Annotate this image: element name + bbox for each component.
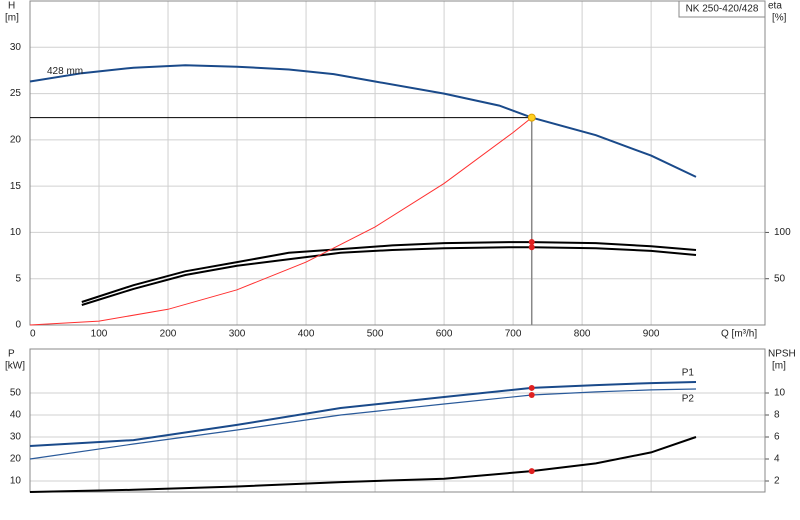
y2-tick-label: 2 — [774, 476, 780, 487]
y2-tick-label: 8 — [774, 410, 780, 421]
series-label: P1 — [682, 368, 695, 379]
x-tick-label: 100 — [91, 329, 108, 340]
series-line — [81, 241, 697, 303]
y-tick-label: 10 — [10, 476, 22, 487]
y-tick-label: 30 — [10, 42, 22, 53]
y-tick-label: 20 — [10, 134, 22, 145]
y-tick-label: 5 — [15, 273, 21, 284]
y-tick-label: 30 — [10, 432, 22, 443]
y2-axis-unit: [m] — [772, 361, 786, 372]
x-tick-label: 700 — [505, 329, 522, 340]
point-marker — [528, 391, 535, 398]
x-tick-label: 600 — [436, 329, 453, 340]
x-tick-label: 400 — [298, 329, 315, 340]
series-label: 428 mm — [47, 66, 83, 77]
x-tick-label: 900 — [643, 329, 660, 340]
x-axis-label: Q [m³/h] — [721, 329, 757, 340]
y-tick-label: 50 — [10, 388, 22, 399]
point-marker — [528, 239, 535, 246]
series-line — [81, 246, 697, 306]
y2-tick-label: 100 — [774, 227, 791, 238]
x-tick-label: 800 — [574, 329, 591, 340]
y-axis-unit: [m] — [5, 13, 19, 24]
y2-tick-label: 4 — [774, 454, 780, 465]
series-line — [29, 388, 697, 460]
chart-title: NK 250-420/428 — [686, 4, 759, 15]
y-tick-label: 0 — [15, 320, 21, 331]
series-line — [29, 64, 697, 178]
y2-tick-label: 50 — [774, 273, 786, 284]
y-axis-label: P — [8, 349, 15, 360]
plot-frame — [29, 0, 766, 326]
point-marker — [528, 468, 535, 475]
point-marker — [528, 384, 535, 391]
plot-frame — [29, 348, 766, 493]
y2-tick-label: 6 — [774, 432, 780, 443]
series-label: P2 — [682, 394, 695, 405]
y-tick-label: 40 — [10, 410, 22, 421]
x-tick-label: 300 — [229, 329, 246, 340]
series-line — [29, 436, 697, 493]
y-tick-label: 25 — [10, 88, 22, 99]
x-tick-label: 0 — [30, 329, 36, 340]
point-marker — [528, 244, 535, 251]
y2-axis-label: eta — [768, 1, 782, 12]
y-tick-label: 15 — [10, 181, 22, 192]
y-tick-label: 10 — [10, 227, 22, 238]
y2-axis-label: NPSH — [768, 349, 796, 360]
title-box — [678, 0, 766, 18]
y-tick-label: 20 — [10, 454, 22, 465]
y-axis-label: H — [8, 1, 15, 12]
x-tick-label: 200 — [160, 329, 177, 340]
x-tick-label: 500 — [367, 329, 384, 340]
series-line — [29, 117, 533, 326]
y2-tick-label: 10 — [774, 388, 786, 399]
operating-point — [527, 113, 536, 122]
y-axis-unit: [kW] — [5, 361, 25, 372]
series-line — [29, 381, 697, 447]
y2-axis-unit: [%] — [772, 13, 787, 24]
